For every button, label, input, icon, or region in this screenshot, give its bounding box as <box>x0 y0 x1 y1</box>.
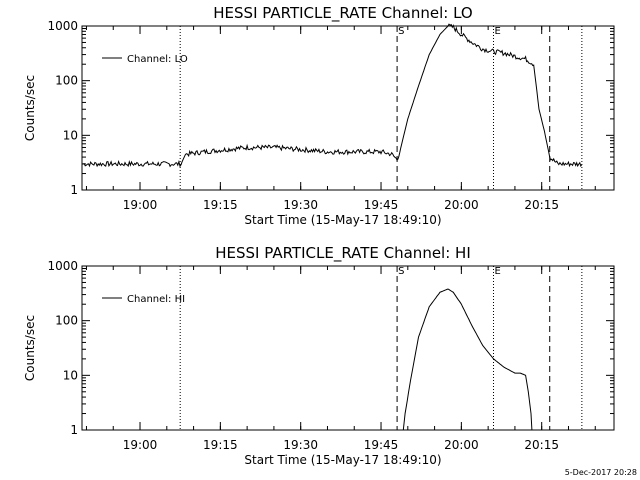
legend-label: Channel: HI <box>127 294 185 305</box>
timestamp: 5-Dec-2017 20:28 <box>565 468 637 477</box>
plot-frame <box>81 265 615 431</box>
chart-title: HESSI PARTICLE_RATE Channel: LO <box>213 4 472 23</box>
x-tick-label: 19:45 <box>364 438 399 452</box>
y-axis-label: Counts/sec <box>23 315 37 381</box>
x-tick-label: 19:45 <box>364 198 399 212</box>
x-tick-label: 20:00 <box>444 438 479 452</box>
y-tick-label: 1 <box>70 183 78 197</box>
x-tick-label: 20:15 <box>524 438 559 452</box>
series-line-hi <box>402 288 533 431</box>
marker-e: E <box>494 266 500 277</box>
x-axis-label: Start Time (15-May-17 18:49:10) <box>244 213 441 227</box>
chart-title: HESSI PARTICLE_RATE Channel: HI <box>215 244 471 263</box>
x-tick-label: 20:00 <box>444 198 479 212</box>
x-tick-label: 19:15 <box>203 198 238 212</box>
y-tick-label: 100 <box>55 74 78 88</box>
y-tick-label: 10 <box>63 368 78 382</box>
series-line-lo <box>81 23 583 168</box>
y-tick-label: 10 <box>63 128 78 142</box>
panel-lo: HESSI PARTICLE_RATE Channel: LO Counts/s… <box>23 4 615 227</box>
panel-hi: HESSI PARTICLE_RATE Channel: HI Counts/s… <box>23 244 615 467</box>
marker-s: S <box>398 26 404 37</box>
marker-s: S <box>398 266 404 277</box>
y-tick-label: 1000 <box>47 19 78 33</box>
y-tick-label: 100 <box>55 314 78 328</box>
x-tick-label: 19:00 <box>123 438 158 452</box>
y-axis-label: Counts/sec <box>23 75 37 141</box>
y-tick-label: 1000 <box>47 259 78 273</box>
legend-label: Channel: LO <box>127 54 188 65</box>
x-tick-label: 19:30 <box>283 198 318 212</box>
x-tick-label: 20:15 <box>524 198 559 212</box>
marker-e: E <box>494 26 500 37</box>
x-tick-label: 19:15 <box>203 438 238 452</box>
plot-frame <box>81 25 615 191</box>
x-tick-label: 19:30 <box>283 438 318 452</box>
legend: Channel: HI <box>102 294 185 305</box>
legend: Channel: LO <box>102 54 188 65</box>
y-tick-label: 1 <box>70 423 78 437</box>
x-tick-label: 19:00 <box>123 198 158 212</box>
x-axis-label: Start Time (15-May-17 18:49:10) <box>244 453 441 467</box>
